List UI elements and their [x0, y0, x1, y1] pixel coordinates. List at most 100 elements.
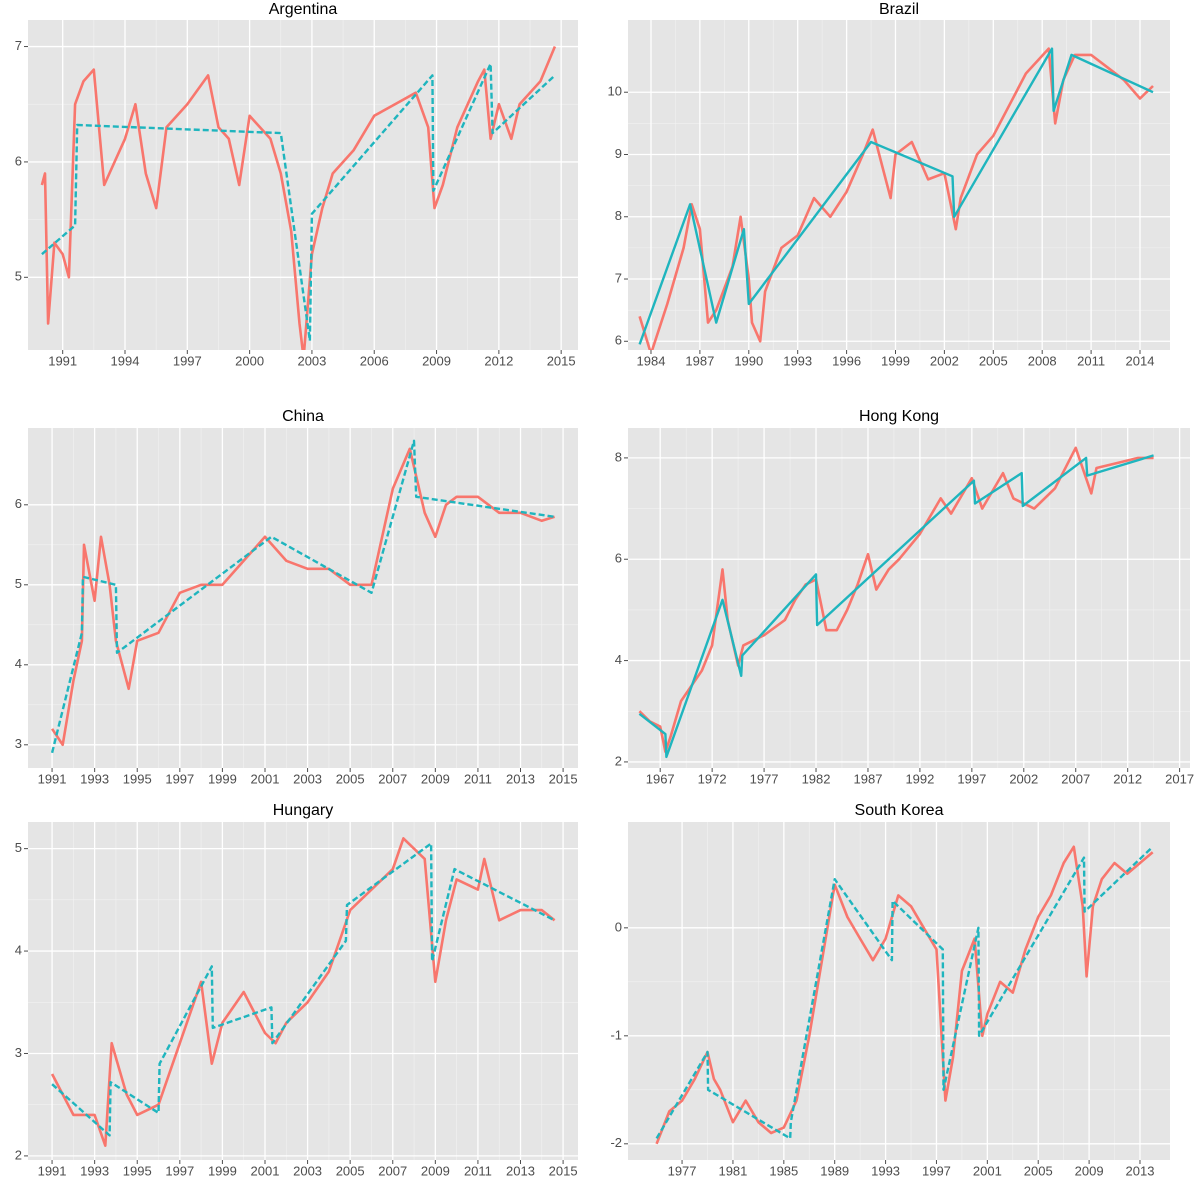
x-tick-label: 2002	[930, 353, 959, 368]
series-line	[51, 842, 556, 1137]
y-tick-label: -1	[610, 1027, 622, 1042]
y-tick-label: 6	[15, 496, 22, 511]
x-tick-label: 1997	[173, 353, 202, 368]
panel-title: Argentina	[269, 1, 338, 18]
x-tick-label: 2001	[251, 771, 280, 786]
x-tick-label: 2012	[1113, 771, 1142, 786]
y-tick-label: 7	[615, 270, 622, 285]
series-group	[50, 837, 556, 1147]
y-tick-label: 8	[615, 449, 622, 464]
y-tick-label: 3	[15, 1045, 22, 1060]
x-tick-label: 2009	[421, 771, 450, 786]
x-tick-label: 1994	[111, 353, 140, 368]
panel-title: South Korea	[855, 802, 944, 819]
x-tick-label: 2005	[336, 771, 365, 786]
x-tick-label: 1993	[783, 353, 812, 368]
series-line	[41, 62, 556, 342]
plot-background	[28, 428, 578, 768]
y-tick-label: 6	[615, 551, 622, 566]
x-tick-label: 2007	[378, 771, 407, 786]
panel: 1991 1994 1997 2000 2003 2006 2009 2012 2015 5 6 7 A…	[15, 1, 578, 368]
x-tick-label: 1991	[48, 353, 77, 368]
x-tick-label: 1997	[957, 771, 986, 786]
x-tick-label: 2009	[421, 1163, 450, 1178]
x-tick-label: 2017	[1165, 771, 1194, 786]
x-tick-label: 1993	[871, 1163, 900, 1178]
x-tick-label: 2005	[979, 353, 1008, 368]
plot-background	[628, 20, 1170, 350]
y-tick-label: 4	[615, 652, 622, 667]
y-tick-label: 8	[615, 208, 622, 223]
x-tick-label: 2000	[235, 353, 264, 368]
y-tick-label: 9	[615, 146, 622, 161]
x-tick-label: 2003	[297, 353, 326, 368]
series-group	[40, 45, 557, 350]
x-tick-label: 1993	[80, 771, 109, 786]
plot-background	[28, 822, 578, 1160]
x-tick-label: 1977	[750, 771, 779, 786]
y-tick-label: 6	[615, 333, 622, 348]
x-tick-label: 1982	[802, 771, 831, 786]
panel: 1991 1993 1995 1997 1999 2001 2003 2005 2007 2009…	[15, 802, 578, 1178]
y-tick-label: 5	[15, 840, 22, 855]
x-tick-label: 1991	[38, 1163, 67, 1178]
x-tick-label: 1993	[80, 1163, 109, 1178]
x-tick-label: 1977	[668, 1163, 697, 1178]
y-tick-label: 7	[15, 38, 22, 53]
x-tick-label: 2009	[422, 353, 451, 368]
x-tick-label: 2005	[336, 1163, 365, 1178]
panel: 1977 1981 1985 1989 1993 1997 2001 2005 2009 2013…	[610, 802, 1170, 1178]
y-tick-label: 5	[15, 576, 22, 591]
y-tick-label: 3	[15, 736, 22, 751]
series-group	[638, 47, 1154, 350]
x-tick-label: 2003	[293, 771, 322, 786]
x-tick-label: 1989	[820, 1163, 849, 1178]
y-tick-label: 4	[15, 942, 22, 957]
x-tick-label: 1997	[165, 771, 194, 786]
y-tick-label: 5	[15, 269, 22, 284]
x-tick-label: 1987	[854, 771, 883, 786]
y-tick-label: 4	[15, 656, 22, 671]
x-tick-label: 2014	[1126, 353, 1155, 368]
series-line	[50, 439, 555, 754]
panel: 1984 1987 1990 1993 1996 1999 2002 2005 2008 2011…	[608, 1, 1170, 368]
y-tick-label: -2	[610, 1135, 622, 1150]
x-tick-label: 1984	[637, 353, 666, 368]
x-tick-label: 1981	[718, 1163, 747, 1178]
series-line	[638, 446, 1154, 754]
x-tick-label: 1991	[38, 771, 67, 786]
x-tick-label: 1999	[208, 1163, 237, 1178]
x-tick-label: 2013	[506, 771, 535, 786]
x-tick-label: 2007	[378, 1163, 407, 1178]
x-tick-label: 2013	[1126, 1163, 1155, 1178]
x-tick-label: 2002	[1009, 771, 1038, 786]
x-tick-label: 1987	[685, 353, 714, 368]
x-tick-label: 1985	[769, 1163, 798, 1178]
x-tick-label: 2012	[484, 353, 513, 368]
series-line	[638, 454, 1154, 759]
panel-title: Brazil	[879, 1, 919, 18]
panel-title: Hungary	[273, 802, 333, 819]
series-group	[655, 845, 1154, 1145]
x-tick-label: 2015	[549, 1163, 578, 1178]
x-tick-label: 1997	[922, 1163, 951, 1178]
x-tick-label: 2009	[1075, 1163, 1104, 1178]
x-tick-label: 1999	[208, 771, 237, 786]
x-tick-label: 1997	[165, 1163, 194, 1178]
y-tick-label: 2	[615, 753, 622, 768]
panel-title: China	[282, 408, 324, 425]
panel-title: Hong Kong	[859, 408, 939, 425]
panel: 1991 1993 1995 1997 1999 2001 2003 2005 2007 2009…	[15, 408, 578, 786]
x-tick-label: 2011	[464, 1163, 492, 1178]
series-group	[50, 439, 555, 754]
x-tick-label: 2011	[1077, 353, 1105, 368]
y-tick-label: 10	[608, 84, 622, 99]
x-tick-label: 2008	[1028, 353, 1057, 368]
x-tick-label: 2001	[973, 1163, 1002, 1178]
series-line	[50, 837, 556, 1147]
x-tick-label: 2005	[1024, 1163, 1053, 1178]
y-tick-label: 2	[15, 1147, 22, 1162]
x-tick-label: 1996	[832, 353, 861, 368]
x-tick-label: 2015	[549, 771, 578, 786]
